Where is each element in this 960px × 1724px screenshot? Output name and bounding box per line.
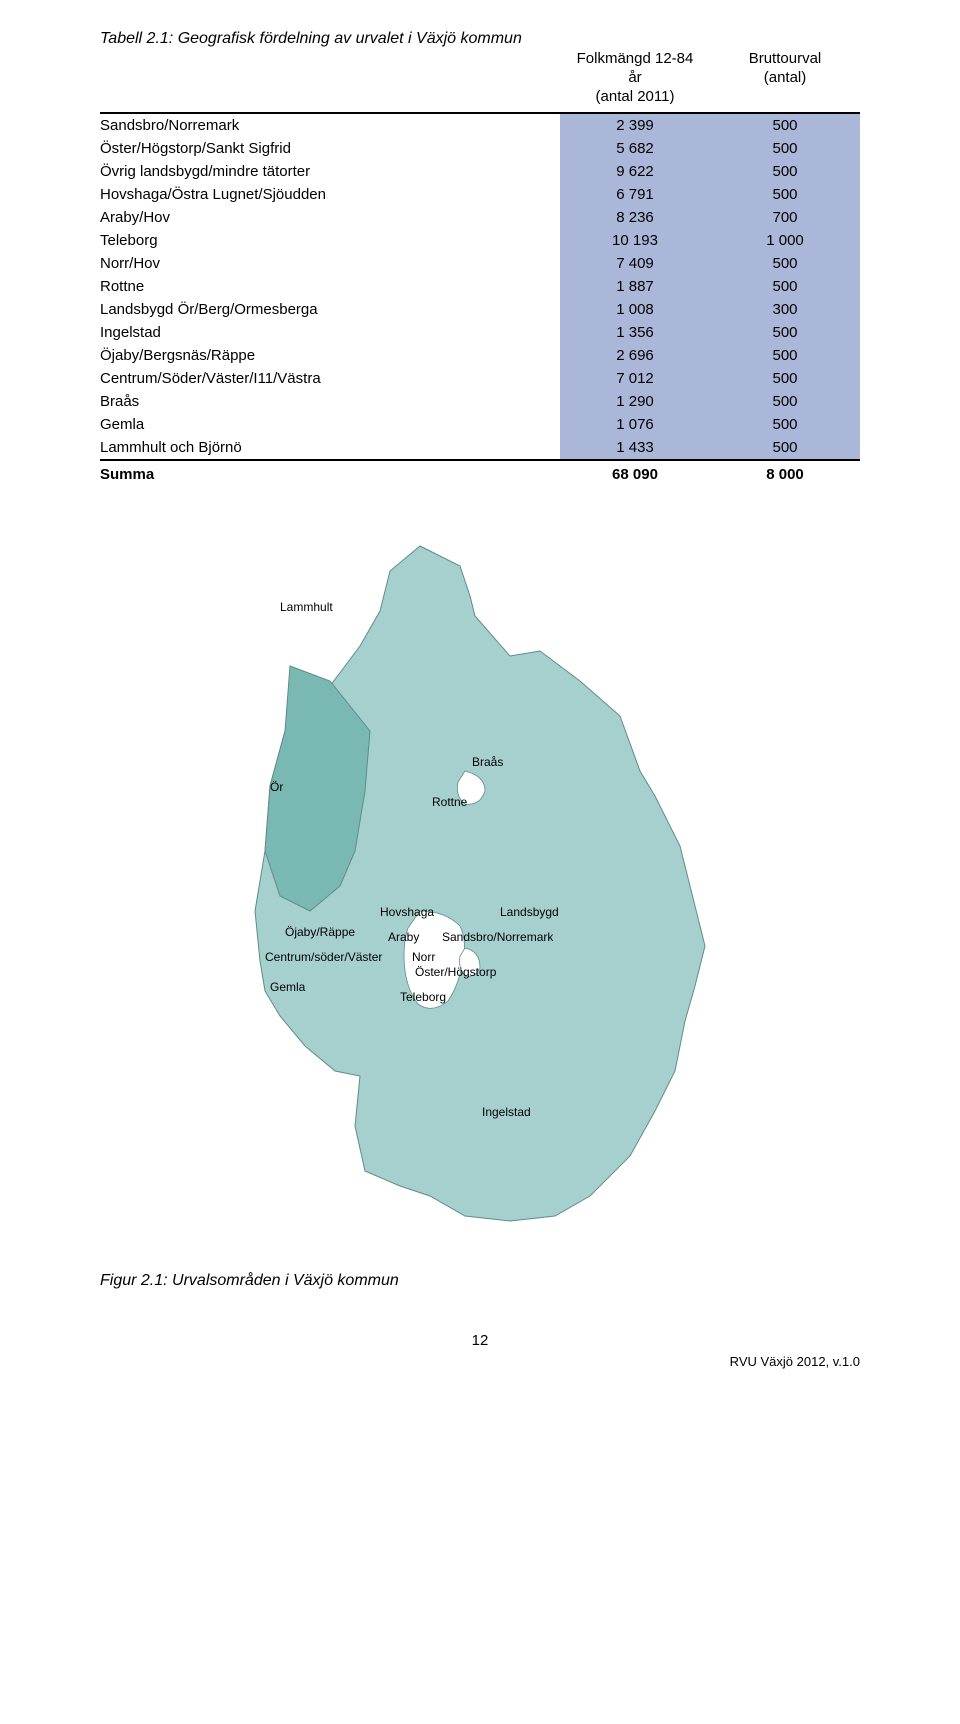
row-label: Öster/Högstorp/Sankt Sigfrid (100, 137, 560, 160)
row-label: Centrum/Söder/Väster/I11/Västra (100, 367, 560, 390)
col2-h-line1: (antal) (764, 69, 807, 86)
map-label: Ör (270, 780, 283, 794)
table-row: Öster/Högstorp/Sankt Sigfrid 5 682 500 (100, 137, 860, 160)
cell-v2: 500 (710, 321, 860, 344)
table-row: Landsbygd Ör/Berg/Ormesberga 1 008 300 (100, 298, 860, 321)
col1-h-line2: (antal 2011) (596, 88, 675, 105)
table-row: Teleborg 10 193 1 000 (100, 229, 860, 252)
table-row: Gemla 1 076 500 (100, 413, 860, 436)
cell-v2: 300 (710, 298, 860, 321)
row-label: Sandsbro/Norremark (100, 114, 560, 137)
sum-v1: 68 090 (560, 463, 710, 486)
col2-h-line0: Bruttourval (749, 50, 822, 67)
row-label: Hovshaga/Östra Lugnet/Sjöudden (100, 183, 560, 206)
table-sum-row: Summa 68 090 8 000 (100, 461, 860, 486)
map-label: Öster/Högstorp (415, 965, 497, 979)
row-label: Lammhult och Björnö (100, 436, 560, 459)
table-caption: Tabell 2.1: Geografisk fördelning av urv… (100, 30, 860, 48)
map-label: Lammhult (280, 600, 333, 614)
table-row: Övrig landsbygd/mindre tätorter 9 622 50… (100, 160, 860, 183)
row-label: Öjaby/Bergsnäs/Räppe (100, 344, 560, 367)
cell-v2: 500 (710, 367, 860, 390)
table-row: Hovshaga/Östra Lugnet/Sjöudden 6 791 500 (100, 183, 860, 206)
cell-v1: 1 356 (560, 321, 710, 344)
table-col1-header: Folkmängd 12-84 år (antal 2011) (560, 50, 710, 106)
cell-v2: 500 (710, 160, 860, 183)
cell-v1: 7 012 (560, 367, 710, 390)
map-label: Centrum/söder/Väster (265, 950, 382, 964)
map-svg: Lammhult Ör Braås Rottne Hovshaga Landsb… (210, 516, 750, 1236)
cell-v2: 500 (710, 436, 860, 459)
cell-v2: 1 000 (710, 229, 860, 252)
map-label: Braås (472, 755, 503, 769)
map-label: Araby (388, 930, 419, 944)
cell-v1: 1 433 (560, 436, 710, 459)
cell-v2: 500 (710, 114, 860, 137)
row-label: Braås (100, 390, 560, 413)
footer-text: RVU Växjö 2012, v.1.0 (730, 1354, 860, 1369)
cell-v1: 2 696 (560, 344, 710, 367)
cell-v2: 500 (710, 390, 860, 413)
cell-v1: 6 791 (560, 183, 710, 206)
map-label: Norr (412, 950, 435, 964)
col1-h-line1: år (628, 69, 641, 86)
cell-v2: 500 (710, 183, 860, 206)
map-label: Teleborg (400, 990, 446, 1004)
cell-v1: 10 193 (560, 229, 710, 252)
table-row: Norr/Hov 7 409 500 (100, 252, 860, 275)
page-number: 12 (100, 1332, 860, 1349)
cell-v1: 1 290 (560, 390, 710, 413)
cell-v2: 500 (710, 252, 860, 275)
map-label: Gemla (270, 980, 306, 994)
table-row: Rottne 1 887 500 (100, 275, 860, 298)
table-row: Centrum/Söder/Väster/I11/Västra 7 012 50… (100, 367, 860, 390)
row-label: Araby/Hov (100, 206, 560, 229)
row-label: Ingelstad (100, 321, 560, 344)
row-label: Teleborg (100, 229, 560, 252)
row-label: Landsbygd Ör/Berg/Ormesberga (100, 298, 560, 321)
cell-v2: 500 (710, 344, 860, 367)
cell-v1: 1 887 (560, 275, 710, 298)
cell-v1: 7 409 (560, 252, 710, 275)
map-label: Landsbygd (500, 905, 559, 919)
table-row: Lammhult och Björnö 1 433 500 (100, 436, 860, 459)
cell-v1: 8 236 (560, 206, 710, 229)
table-row: Sandsbro/Norremark 2 399 500 (100, 114, 860, 137)
table-header: Folkmängd 12-84 år (antal 2011) Bruttour… (100, 50, 860, 106)
map-label: Rottne (432, 795, 468, 809)
cell-v1: 1 076 (560, 413, 710, 436)
table-row: Araby/Hov 8 236 700 (100, 206, 860, 229)
sum-label: Summa (100, 463, 560, 486)
cell-v1: 2 399 (560, 114, 710, 137)
row-label: Gemla (100, 413, 560, 436)
row-label: Övrig landsbygd/mindre tätorter (100, 160, 560, 183)
map-label: Öjaby/Räppe (285, 925, 355, 939)
table-row: Öjaby/Bergsnäs/Räppe 2 696 500 (100, 344, 860, 367)
figure-caption: Figur 2.1: Urvalsområden i Växjö kommun (100, 1272, 860, 1290)
cell-v2: 500 (710, 275, 860, 298)
map-label: Sandsbro/Norremark (442, 930, 554, 944)
col1-h-line0: Folkmängd 12-84 (577, 50, 694, 67)
map-label: Ingelstad (482, 1105, 531, 1119)
cell-v2: 700 (710, 206, 860, 229)
row-label: Rottne (100, 275, 560, 298)
map-figure: Lammhult Ör Braås Rottne Hovshaga Landsb… (100, 516, 860, 1236)
row-label: Norr/Hov (100, 252, 560, 275)
table-col2-header: Bruttourval (antal) (710, 50, 860, 106)
sum-v2: 8 000 (710, 463, 860, 486)
cell-v2: 500 (710, 137, 860, 160)
cell-v2: 500 (710, 413, 860, 436)
table-row: Braås 1 290 500 (100, 390, 860, 413)
map-label: Hovshaga (380, 905, 434, 919)
cell-v1: 1 008 (560, 298, 710, 321)
cell-v1: 9 622 (560, 160, 710, 183)
cell-v1: 5 682 (560, 137, 710, 160)
table-row: Ingelstad 1 356 500 (100, 321, 860, 344)
